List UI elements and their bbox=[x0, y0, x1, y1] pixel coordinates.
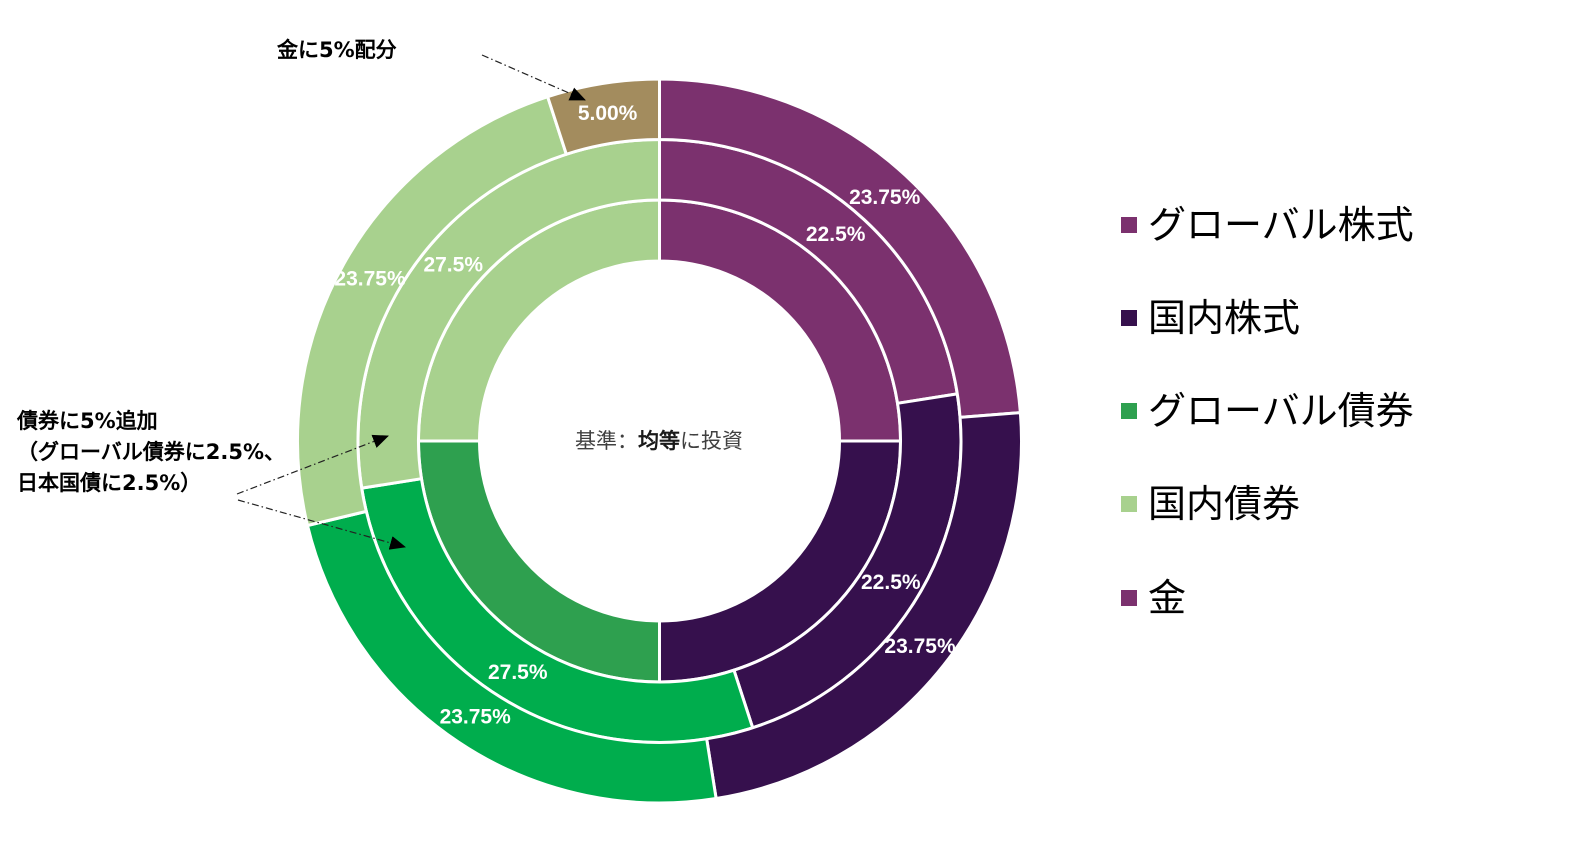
data-label-outer-4: 5.00% bbox=[578, 102, 638, 125]
data-label-middle-1: 22.5% bbox=[861, 571, 921, 594]
legend-label: グローバル株式 bbox=[1148, 203, 1414, 247]
center-label: 基準：均等に投資 bbox=[459, 426, 859, 456]
legend-swatch-icon bbox=[1121, 310, 1137, 326]
center-label-emphasis: 均等 bbox=[638, 429, 680, 453]
data-label-middle-0: 22.5% bbox=[806, 223, 866, 246]
bond-addition-note: 債券に5%追加 （グローバル債券に2.5%、 日本国債に2.5%） bbox=[17, 406, 285, 499]
legend-swatch-icon bbox=[1121, 496, 1137, 512]
legend-label: 国内債券 bbox=[1148, 482, 1301, 526]
data-label-outer-1: 23.75% bbox=[884, 635, 956, 658]
legend-swatch-icon bbox=[1121, 217, 1137, 233]
legend-item-domestic-bonds: 国内債券 bbox=[1121, 479, 1300, 529]
legend-label: 金 bbox=[1148, 576, 1187, 620]
data-label-middle-2: 27.5% bbox=[488, 661, 548, 684]
donut-rings bbox=[296, 77, 1023, 805]
bond-note-line-3: 日本国債に2.5%） bbox=[17, 471, 202, 495]
bond-note-line-1: 債券に5%追加 bbox=[17, 409, 158, 433]
legend-swatch-icon bbox=[1121, 590, 1137, 606]
bond-note-line-2: （グローバル債券に2.5%、 bbox=[17, 440, 286, 464]
gold-allocation-note: 金に5%配分 bbox=[277, 38, 397, 62]
legend-label: 国内株式 bbox=[1148, 296, 1301, 340]
data-label-middle-3: 27.5% bbox=[423, 253, 483, 276]
center-label-prefix: 基準： bbox=[575, 429, 638, 453]
legend-swatch-icon bbox=[1121, 403, 1137, 419]
data-labels: 22.5% 22.5% 27.5% 27.5% 23.75% 23.75% 23.75% 23… bbox=[334, 102, 956, 729]
data-label-outer-0: 23.75% bbox=[849, 186, 921, 209]
bond-note-arrow-domestic bbox=[236, 434, 389, 495]
legend-item-global-equity: グローバル株式 bbox=[1121, 200, 1414, 250]
legend-item-domestic-equity: 国内株式 bbox=[1121, 293, 1300, 343]
data-label-outer-2: 23.75% bbox=[440, 705, 512, 728]
legend-item-global-bonds: グローバル債券 bbox=[1121, 386, 1414, 436]
chart-legend: グローバル株式 国内株式 グローバル債券 国内債券 金 bbox=[1121, 0, 1541, 864]
center-label-suffix: に投資 bbox=[680, 429, 743, 453]
annotation-arrows bbox=[236, 54, 586, 550]
legend-label: グローバル債券 bbox=[1148, 389, 1414, 433]
gold-note-arrow bbox=[481, 54, 586, 101]
data-label-outer-3: 23.75% bbox=[334, 267, 406, 290]
legend-item-gold: 金 bbox=[1121, 573, 1186, 623]
